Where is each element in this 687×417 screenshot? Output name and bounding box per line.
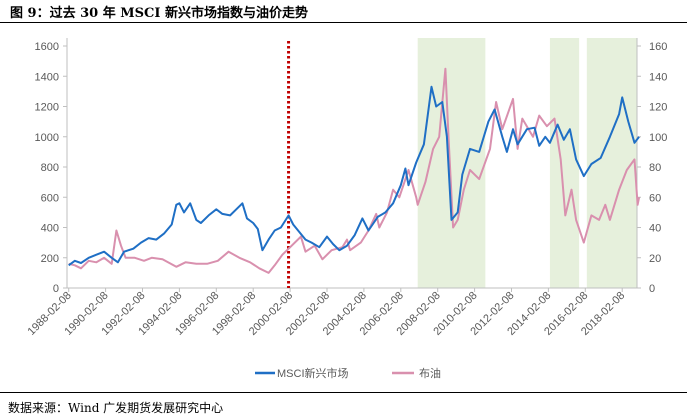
shaded-period [586,38,637,288]
y-left-tick-label: 1600 [35,41,59,53]
y-left-tick-label: 200 [41,253,59,265]
brent-line [68,67,641,274]
source-rule [0,392,687,393]
y-left-tick-label: 800 [41,162,59,174]
y-right-tick-label: 160 [649,41,667,53]
y-right-tick-label: 80 [649,162,661,174]
y-left-tick-label: 1200 [35,102,59,114]
y-right-tick-label: 120 [649,102,667,114]
y-left-tick-label: 1400 [35,71,59,83]
y-left-tick-label: 400 [41,223,59,235]
y-right-tick-label: 0 [649,283,655,295]
title-rule [0,22,687,23]
source-note: 数据来源：Wind 广发期货发展研究中心 [8,401,224,415]
shaded-period [417,38,486,288]
y-right-tick-label: 20 [649,253,661,265]
y-right-tick-label: 100 [649,132,667,144]
y-left-tick-label: 1000 [35,132,59,144]
legend: MSCI新兴市场 布油 [255,366,441,380]
legend-label-brent: 布油 [419,366,441,380]
shaded-period [549,38,580,288]
y-right-tick-label: 140 [649,71,667,83]
legend-label-msci: MSCI新兴市场 [277,366,349,380]
y-right-tick-label: 40 [649,223,661,235]
y-right-tick-label: 60 [649,192,661,204]
figure-title: 图 9：过去 30 年 MSCI 新兴市场指数与油价走势 [10,6,308,21]
chart: 0 200 400 600 800 1000 1200 1400 1600 0 20 40 60 80 10… [26,38,667,380]
y-left-tick-label: 600 [41,192,59,204]
msci-line [68,85,640,267]
y-left-tick-label: 0 [53,283,59,295]
